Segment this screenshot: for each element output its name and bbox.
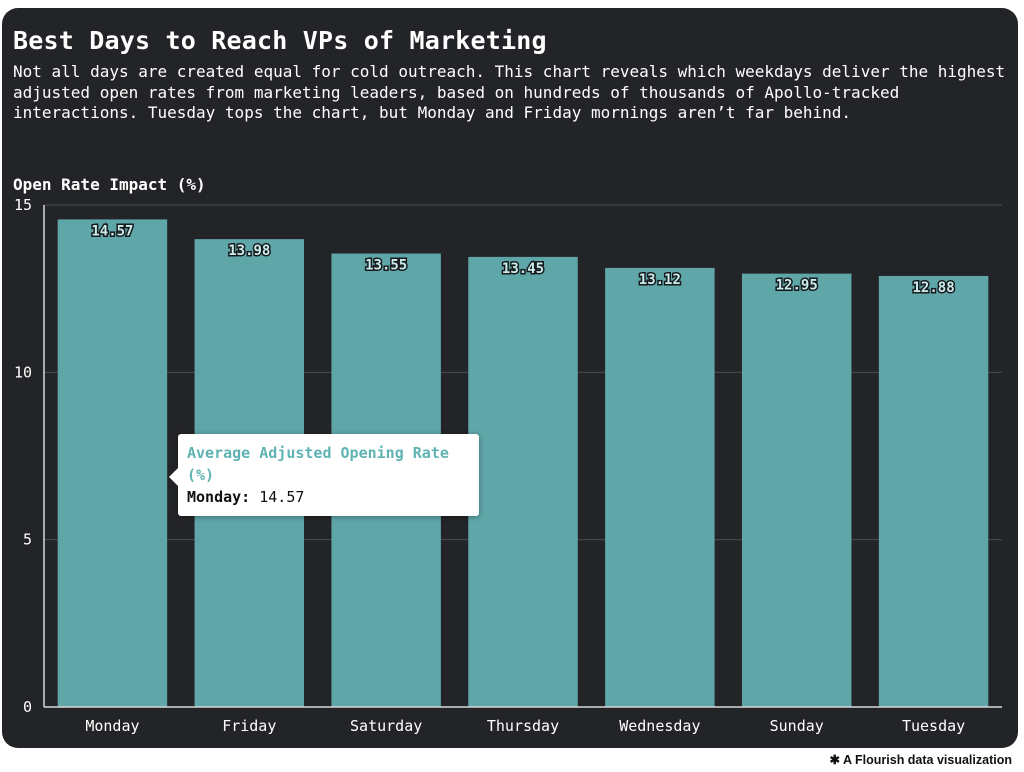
x-tick-label: Sunday (770, 717, 824, 735)
tooltip-value: 14.57 (259, 488, 305, 506)
bar (468, 256, 578, 707)
bar-data-label: 14.57 (91, 223, 133, 239)
bar (57, 219, 168, 707)
tooltip: Average Adjusted Opening Rate (%) Monday… (169, 434, 479, 516)
y-tick-label: 15 (14, 196, 32, 214)
bar-data-label: 13.12 (639, 272, 681, 288)
x-tick-label: Tuesday (902, 717, 965, 735)
bar (741, 273, 852, 707)
bar-data-label: 12.88 (912, 280, 954, 296)
flourish-attribution[interactable]: ✱ A Flourish data visualization (830, 752, 1013, 767)
bar (878, 275, 989, 707)
bar (605, 267, 715, 707)
x-tick-label: Wednesday (619, 717, 700, 735)
chart-title: Best Days to Reach VPs of Marketing (13, 26, 547, 55)
tooltip-key: Monday: (187, 488, 251, 506)
y-tick-label: 5 (23, 531, 32, 549)
bar-data-label: 13.45 (502, 261, 544, 277)
tooltip-title: Average Adjusted Opening Rate (%) (187, 444, 449, 484)
flourish-asterisk-icon: ✱ (829, 753, 840, 767)
y-tick-label: 10 (14, 363, 32, 381)
x-tick-label: Saturday (350, 717, 422, 735)
y-axis-title: Open Rate Impact (%) (13, 175, 206, 194)
bar-data-label: 13.55 (365, 258, 407, 274)
x-tick-label: Thursday (487, 717, 559, 735)
x-tick-label: Monday (85, 717, 139, 735)
x-tick-label: Friday (222, 717, 276, 735)
tooltip-row: Monday: 14.57 (187, 486, 470, 508)
bar-data-label: 13.98 (228, 243, 270, 259)
attribution-text: A Flourish data visualization (842, 753, 1012, 767)
chart-subtitle: Not all days are created equal for cold … (13, 62, 1006, 122)
bar-data-label: 12.95 (776, 278, 818, 294)
y-tick-label: 0 (23, 698, 32, 716)
